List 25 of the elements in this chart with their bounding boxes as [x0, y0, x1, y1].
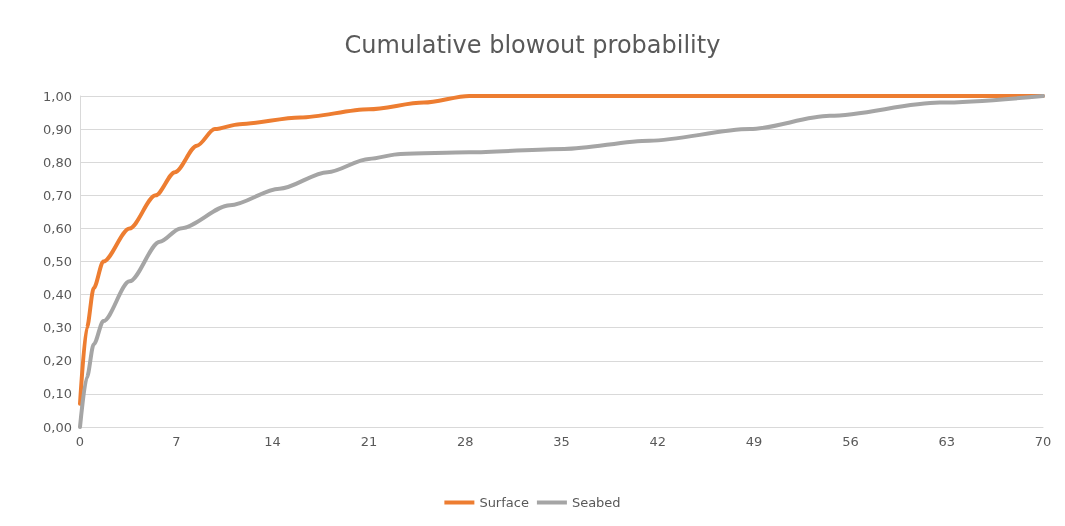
y-tick-label: 0,30	[43, 320, 72, 336]
x-tick-label: 35	[553, 434, 570, 449]
y-tick-label: 0,00	[43, 419, 72, 435]
x-tick-label: 28	[456, 434, 474, 449]
x-tick-label: 49	[745, 434, 763, 449]
chart-title: Cumulative blowout probability	[344, 31, 721, 59]
y-tick-label: 0,70	[43, 187, 72, 203]
x-tick-label: 0	[75, 434, 85, 449]
x-tick-label: 63	[938, 434, 955, 449]
y-tick-label: 0,10	[43, 386, 72, 402]
legend-label: Seabed	[571, 495, 621, 510]
y-tick-label: 0,50	[43, 254, 72, 269]
x-tick-label: 56	[842, 434, 859, 449]
x-tick-label: 7	[172, 434, 181, 449]
y-tick-label: 0,20	[43, 353, 72, 369]
x-tick-label: 14	[264, 434, 281, 449]
x-tick-label: 70	[1034, 434, 1052, 449]
y-tick-label: 0,80	[43, 154, 72, 170]
y-tick-label: 0,90	[43, 121, 72, 137]
y-tick-label: 1,00	[43, 88, 72, 104]
x-tick-label: 42	[649, 434, 667, 449]
x-tick-label: 21	[360, 434, 378, 449]
y-tick-label: 0,40	[43, 287, 72, 303]
legend-label: Surface	[479, 495, 529, 510]
y-tick-label: 0,60	[43, 220, 72, 236]
